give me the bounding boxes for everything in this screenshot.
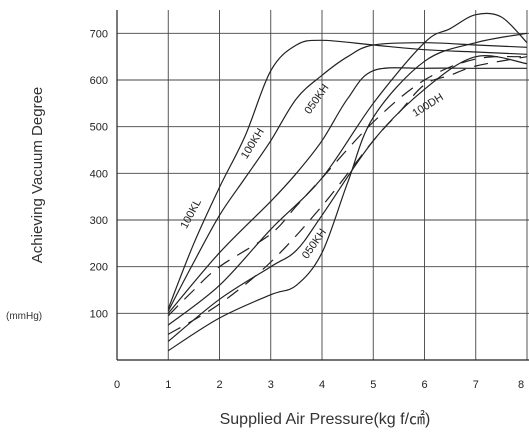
y-tick-label: 600 <box>90 75 108 87</box>
x-axis-title: Supplied Air Pressure(kg f/㎠) <box>220 410 431 428</box>
series-line-6 <box>167 32 528 352</box>
series-line-4 <box>167 12 528 326</box>
x-tick-labels: 0 1 2 3 4 5 6 7 8 <box>114 379 524 391</box>
x-tick-label: 0 <box>114 379 120 391</box>
series-line-7 <box>167 55 528 317</box>
series-line-8 <box>167 56 528 335</box>
x-tick-label: 1 <box>165 379 171 391</box>
x-tick-label: 3 <box>268 379 274 391</box>
y-axis-title: Achieving Vacuum Degree <box>29 87 46 263</box>
x-tick-label: 4 <box>319 379 325 391</box>
x-tick-label: 5 <box>370 379 376 391</box>
series-line-1 <box>167 39 528 309</box>
plot-area <box>117 10 529 360</box>
x-tick-label: 8 <box>518 379 524 391</box>
y-tick-label: 500 <box>90 122 108 134</box>
y-tick-label: 300 <box>90 215 108 227</box>
x-tick-label: 6 <box>421 379 427 391</box>
series-line-2 <box>167 42 528 312</box>
series-lines <box>167 12 528 352</box>
y-axis-unit: (mmHg) <box>6 311 42 322</box>
y-tick-label: 700 <box>90 28 108 40</box>
x-tick-label: 2 <box>216 379 222 391</box>
x-tick-label: 7 <box>473 379 479 391</box>
y-tick-label: 400 <box>90 168 108 180</box>
series-line-5 <box>167 55 528 342</box>
y-tick-label: 100 <box>90 308 108 320</box>
y-tick-label: 200 <box>90 262 108 274</box>
y-tick-labels: 100 200 300 400 500 600 700 <box>90 28 108 320</box>
